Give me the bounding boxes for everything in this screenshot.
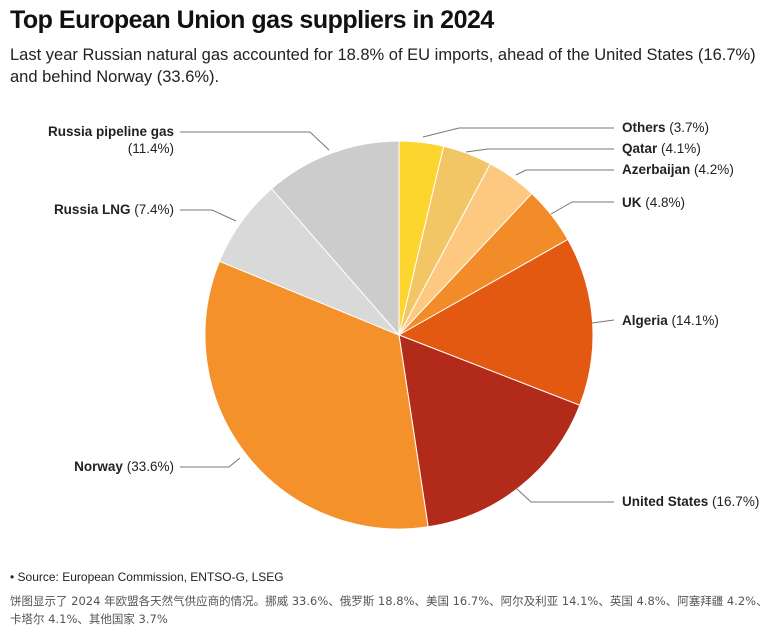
leader-line-qatar: [465, 148, 614, 153]
leader-line-united-states: [515, 487, 614, 503]
chart-subtitle: Last year Russian natural gas accounted …: [10, 46, 756, 86]
pie-labels: Others (3.7%) Qatar (4.1%) Azerbaijan (4.2…: [48, 120, 759, 509]
pie-slice-russia-pipeline-gas: [270, 140, 400, 337]
leader-line-uk: [550, 201, 614, 215]
slice-label-value: (14.1%): [672, 313, 719, 328]
slice-label-value: (7.4%): [134, 202, 174, 217]
slice-label-name: Others: [622, 120, 666, 135]
slice-label-value: (11.4%): [128, 141, 174, 156]
pie-slices: [204, 140, 594, 530]
leader-line-others: [422, 127, 614, 138]
slice-label-value: (4.1%): [661, 141, 701, 156]
source-note: • Source: European Commission, ENTSO-G, …: [10, 570, 284, 584]
pie-slice-norway: [204, 260, 429, 530]
chart-title: Top European Union gas suppliers in 2024: [10, 6, 494, 34]
slice-label-name: UK: [622, 195, 642, 210]
leader-line-russia-lng: [180, 209, 237, 222]
slice-label-value: (3.7%): [669, 120, 709, 135]
slice-label-name: Qatar: [622, 141, 658, 156]
leader-line-algeria: [591, 319, 615, 324]
chart-description: 饼图显示了 2024 年欧盟各天然气供应商的情况。挪威 33.6%、俄罗斯 18…: [10, 594, 768, 626]
slice-label-united-states: United States (16.7%): [622, 494, 759, 509]
slice-label-name: Azerbaijan: [622, 162, 690, 177]
slice-label-value: (16.7%): [712, 494, 759, 509]
pie-slice-algeria: [397, 238, 594, 406]
slice-label-name: United States: [622, 494, 708, 509]
slice-label-value: (33.6%): [127, 459, 174, 474]
slice-label-name: Russia pipeline gas: [48, 124, 174, 139]
slice-label-algeria: Algeria (14.1%): [622, 313, 719, 328]
leader-line-azerbaijan: [515, 169, 614, 176]
slice-label-norway: Norway (33.6%): [74, 459, 174, 474]
slice-label-value: (4.2%): [694, 162, 734, 177]
slice-label-azerbaijan: Azerbaijan (4.2%): [622, 162, 734, 177]
slice-label-russia-lng: Russia LNG (7.4%): [54, 202, 174, 217]
slice-label-name: Norway: [74, 459, 123, 474]
slice-label-value: (4.8%): [645, 195, 685, 210]
leader-line-norway: [180, 457, 241, 468]
slice-label-russia-pipeline-gas: Russia pipeline gas (11.4%): [48, 124, 174, 156]
slice-label-name: Algeria: [622, 313, 668, 328]
slice-label-name: Russia LNG: [54, 202, 131, 217]
pie-slice-united-states: [398, 334, 581, 528]
pie-chart: Others (3.7%) Qatar (4.1%) Azerbaijan (4.2…: [48, 120, 759, 530]
leader-line-russia-pipeline-gas: [180, 131, 330, 151]
slice-label-others: Others (3.7%): [622, 120, 709, 135]
slice-label-uk: UK (4.8%): [622, 195, 685, 210]
slice-label-qatar: Qatar (4.1%): [622, 141, 701, 156]
